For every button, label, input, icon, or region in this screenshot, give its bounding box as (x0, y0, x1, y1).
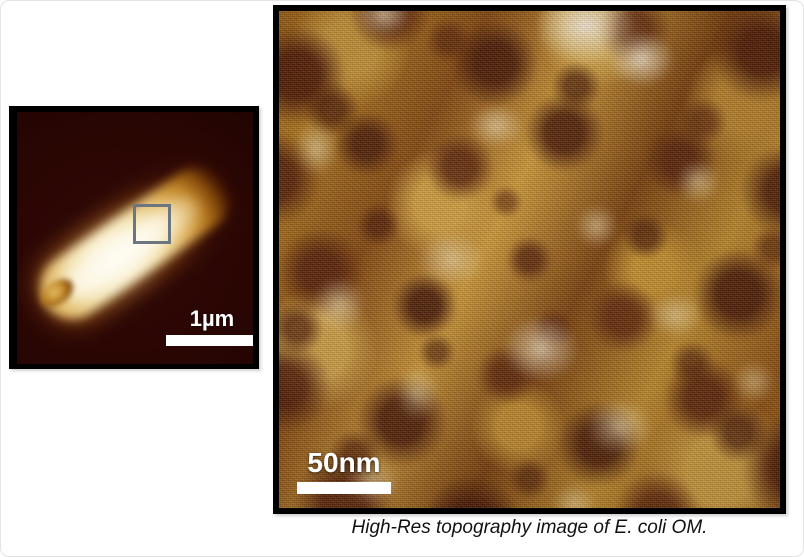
scan-grain-layer (279, 11, 780, 508)
membrane-highlight-layer (279, 11, 780, 508)
overview-panel[interactable]: 1µm (9, 106, 259, 369)
hires-scalebar: 50nm (297, 449, 391, 494)
height-colormap-tint (279, 11, 780, 508)
figure-caption: High-Res topography image of E. coli OM. (351, 517, 708, 538)
hires-panel[interactable]: 50nm (273, 5, 786, 514)
overview-scalebar-label: 1µm (189, 306, 235, 331)
region-of-interest-box[interactable] (133, 204, 171, 244)
hires-topography-image: 50nm (279, 11, 780, 508)
overview-scalebar-rule (166, 335, 253, 346)
overview-scalebar: 1µm (166, 308, 253, 346)
overview-image: 1µm (17, 112, 253, 364)
hires-scalebar-label: 50nm (307, 447, 381, 478)
hires-scalebar-rule (297, 482, 391, 494)
